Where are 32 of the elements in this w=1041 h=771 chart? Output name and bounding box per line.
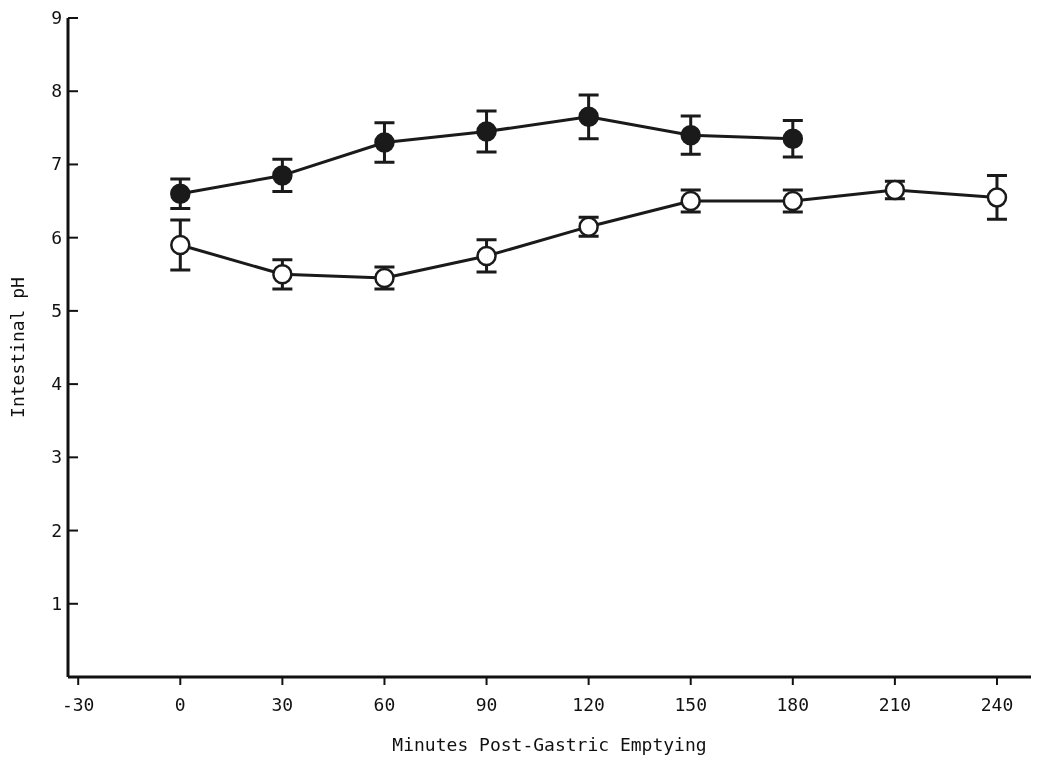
- point: [680, 124, 701, 146]
- x-tick-label: 90: [475, 694, 498, 715]
- point: [578, 106, 599, 128]
- y-tick-label: 5: [51, 299, 62, 321]
- point: [272, 264, 293, 285]
- y-axis-title: Intestinal pH: [7, 277, 28, 418]
- y-tick-label: 9: [51, 7, 62, 28]
- y-tick-label: 7: [51, 153, 62, 175]
- point: [170, 234, 191, 256]
- x-tick-label: 180: [776, 694, 810, 715]
- point: [374, 132, 395, 153]
- x-tick-label: 60: [373, 694, 396, 715]
- x-tick-label: 210: [878, 694, 912, 715]
- y-tick-label: 4: [51, 373, 62, 395]
- x-tick-label: 150: [674, 694, 707, 715]
- x-tick-label: 0: [174, 694, 186, 715]
- x-tick-label: 240: [980, 694, 1014, 715]
- point: [170, 183, 191, 204]
- point: [782, 128, 804, 150]
- x-axis-title: Minutes Post-Gastric Emptying: [392, 734, 707, 755]
- y-tick-label: 3: [51, 446, 62, 468]
- y-tick-label: 2: [51, 519, 62, 541]
- point: [476, 245, 497, 267]
- x-tick-label: 30: [271, 694, 294, 715]
- x-tick-label: -30: [61, 694, 95, 715]
- x-tick-label: 120: [572, 694, 605, 715]
- point: [476, 121, 497, 142]
- y-tick-label: 8: [51, 80, 62, 102]
- y-tick-label: 1: [51, 592, 62, 614]
- y-tick-label: 6: [51, 226, 62, 248]
- point: [986, 187, 1008, 208]
- point: [272, 165, 293, 186]
